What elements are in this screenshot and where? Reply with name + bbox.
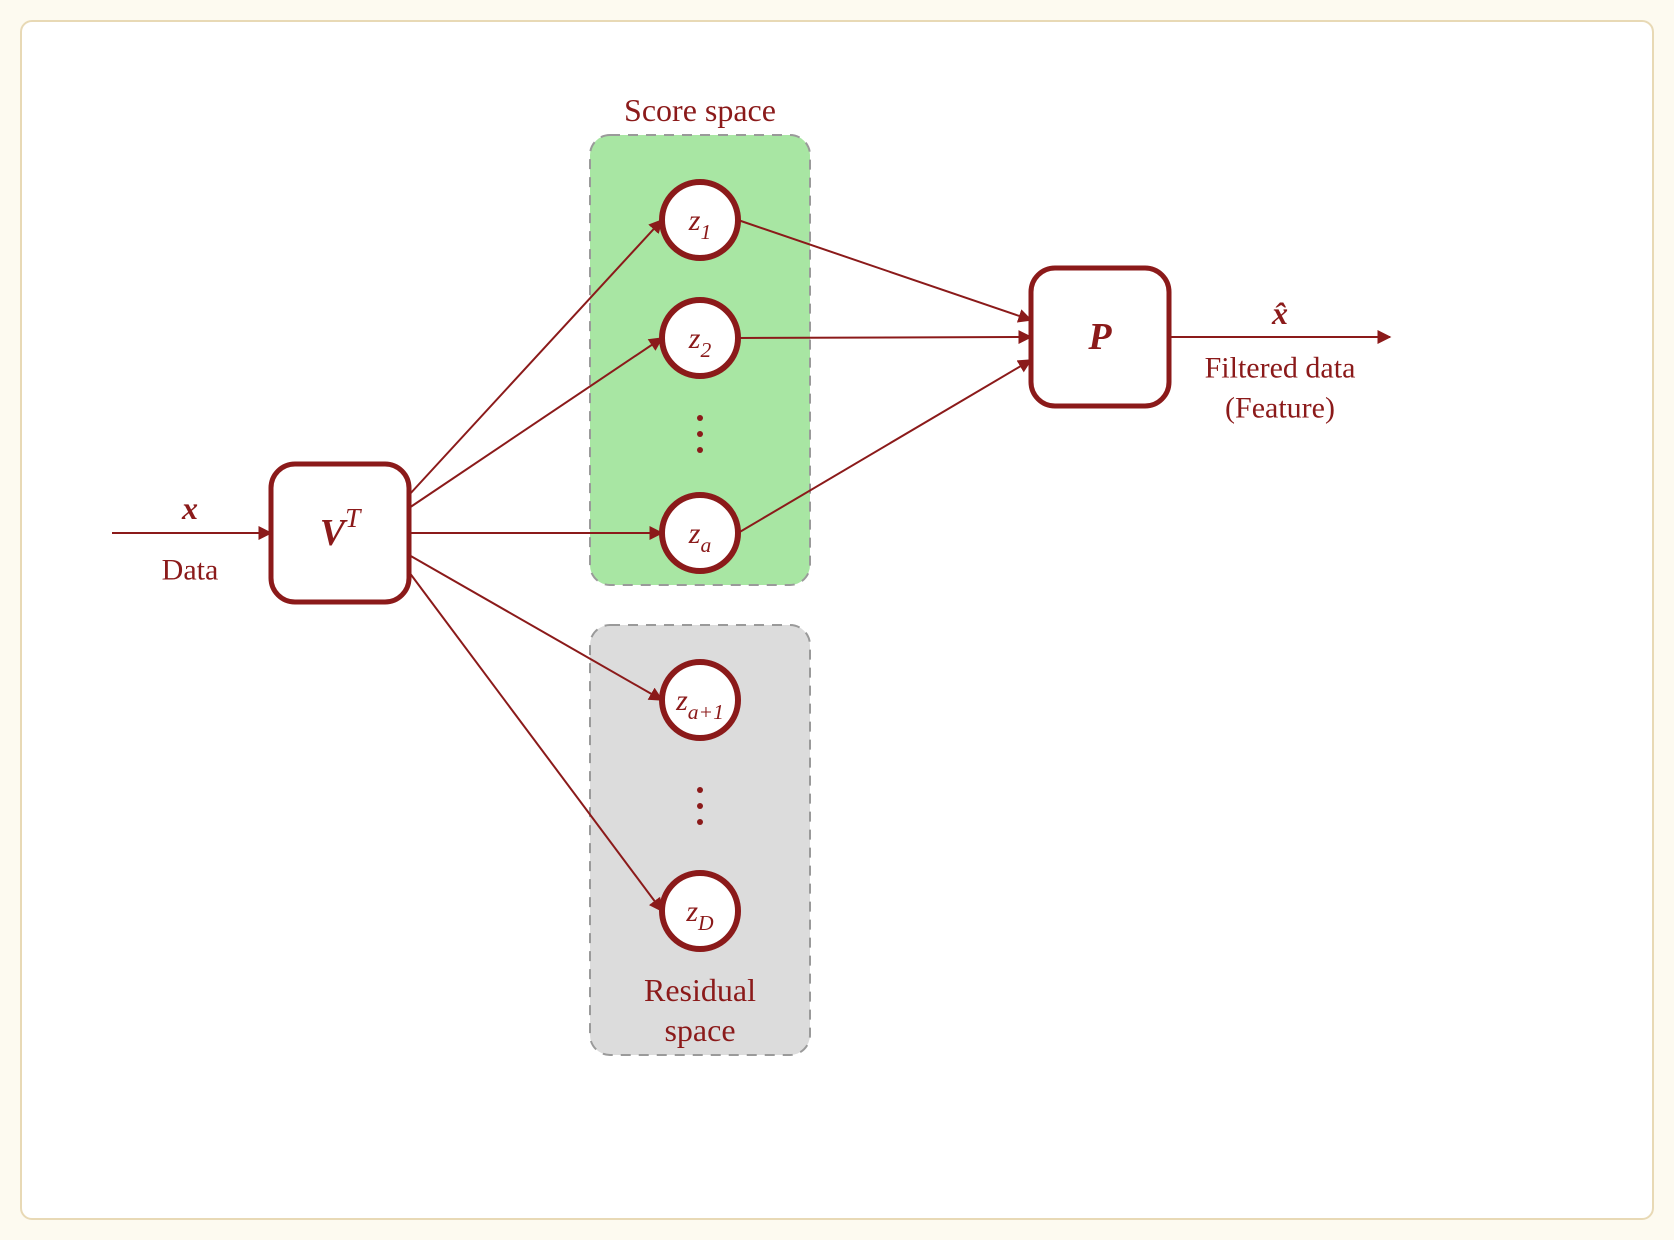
residual-space-title-2: space (664, 1012, 735, 1048)
edge-label-in_vt-0: x (181, 490, 198, 526)
vdots-score_dots (697, 447, 703, 453)
vdots-residual_dots (697, 787, 703, 793)
diagram-svg: Score space Residual space x Data x̂ Filtered … (20, 20, 1654, 1220)
edge-label-in_vt-1: Data (162, 554, 219, 587)
edge-z2_p (738, 337, 1031, 338)
edge-label-p_out-2: (Feature) (1225, 392, 1335, 425)
edge-label-p_out-1: Filtered data (1205, 352, 1356, 385)
vdots-residual_dots (697, 819, 703, 825)
vdots-score_dots (697, 431, 703, 437)
vdots-score_dots (697, 415, 703, 421)
residual-space-title-1: Residual (644, 972, 756, 1008)
score-space-title: Score space (624, 92, 776, 128)
node-label-p: P (1087, 316, 1112, 358)
edge-label-p_out-0: x̂ (1271, 295, 1288, 331)
vdots-residual_dots (697, 803, 703, 809)
